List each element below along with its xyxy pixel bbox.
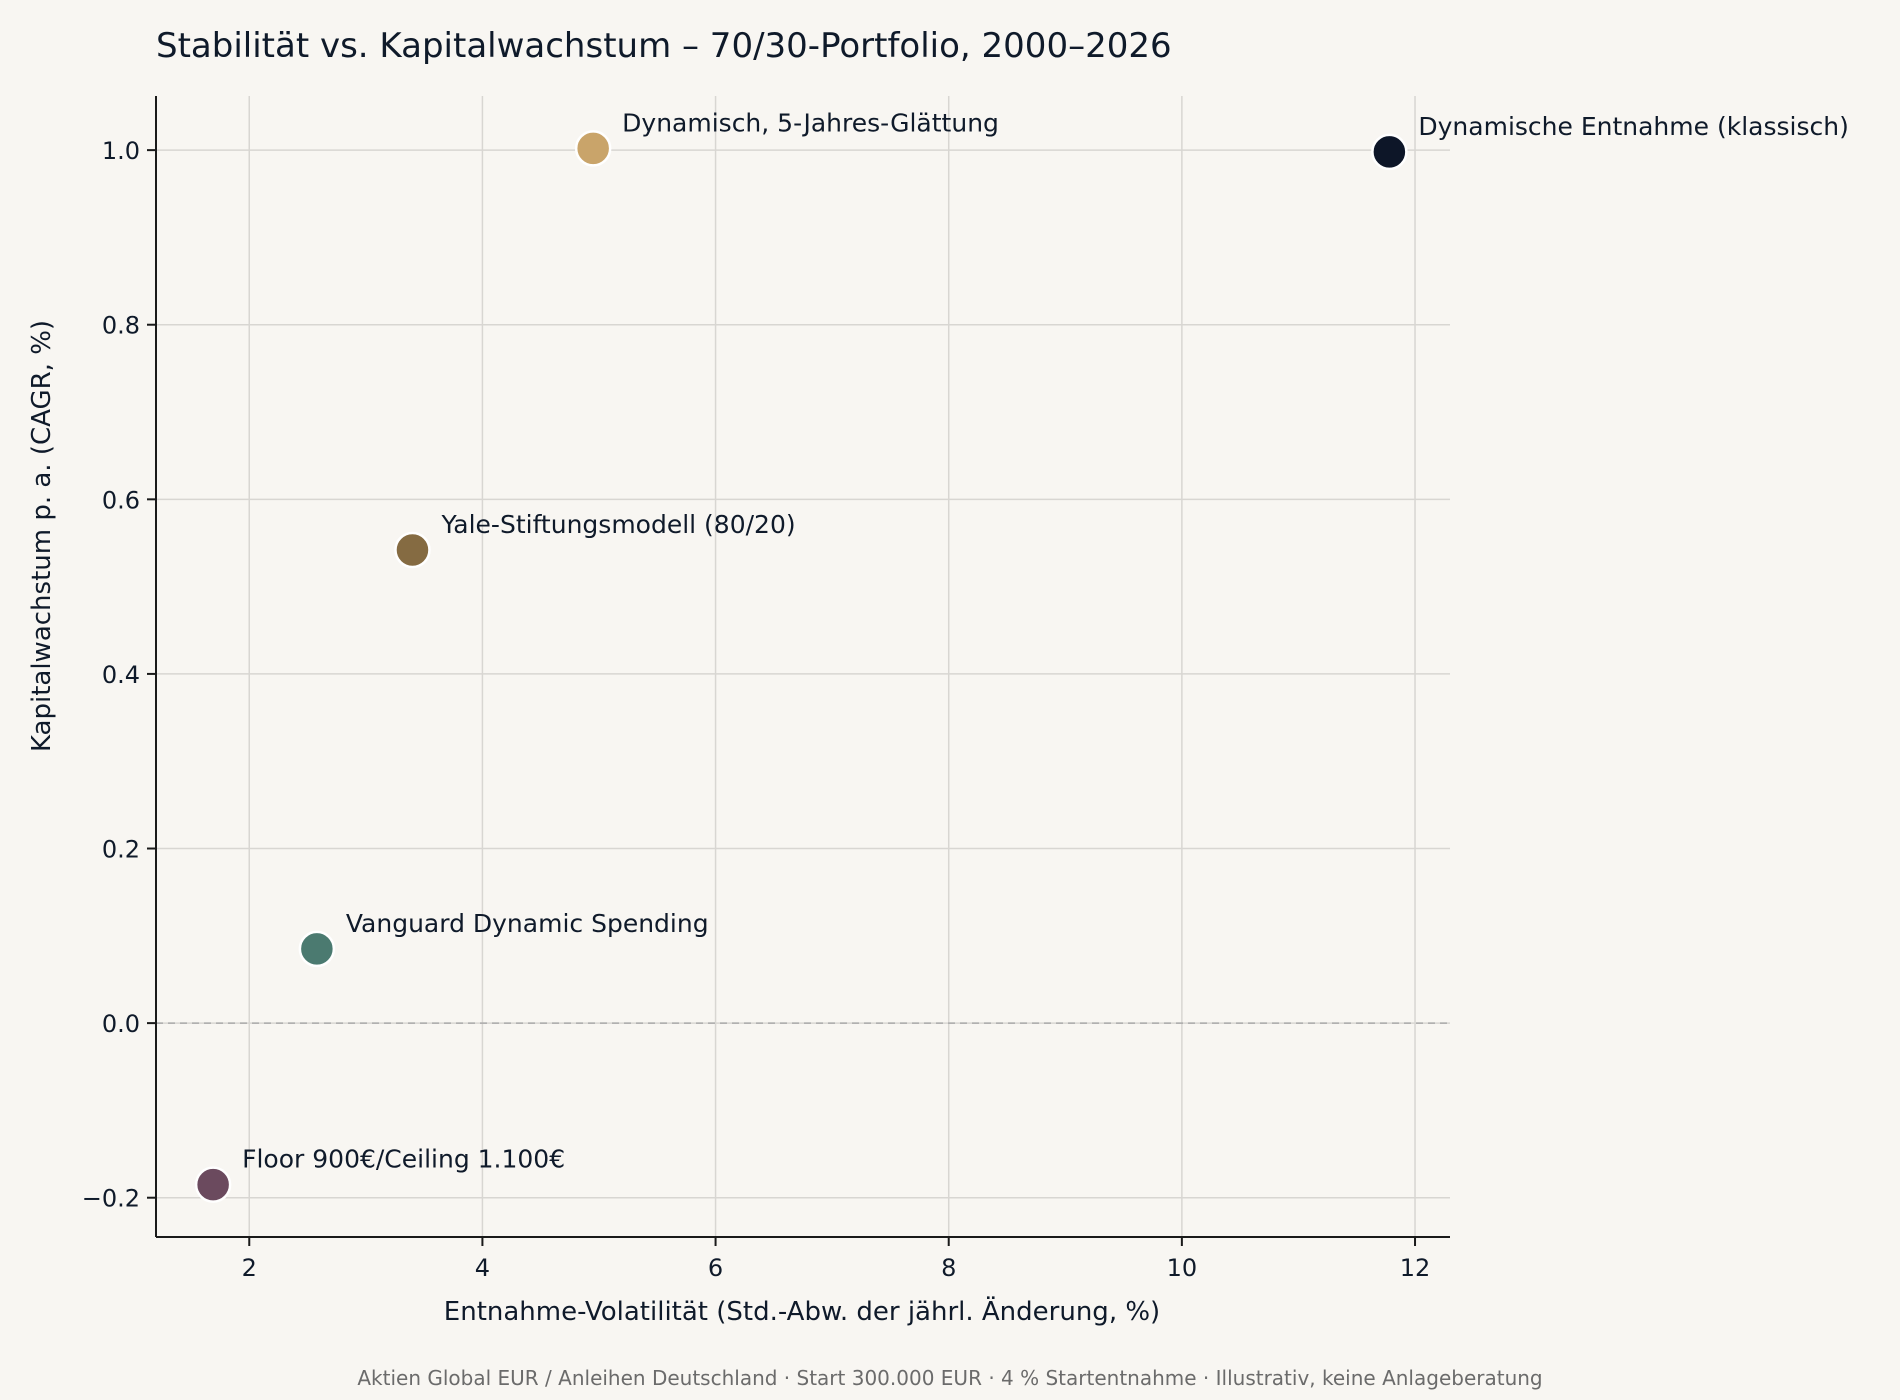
y-tick-label: 0.2: [102, 836, 140, 864]
axes: [155, 96, 1450, 1238]
grid: [156, 96, 1450, 1237]
point-label: Vanguard Dynamic Spending: [346, 909, 709, 938]
data-point: [194, 1166, 232, 1203]
y-tick-label: 1.0: [102, 137, 140, 165]
point-label: Floor 900€/Ceiling 1.100€: [242, 1145, 565, 1174]
x-tick-label: 8: [941, 1254, 956, 1282]
y-tick-label: 0.8: [102, 312, 140, 340]
data-point: [298, 930, 336, 968]
point-labels: Dynamisch, 5-Jahres-Glättung Dynamische E…: [242, 108, 1849, 1173]
chart-title: Stabilität vs. Kapitalwachstum – 70/30-P…: [156, 26, 1172, 66]
y-axis-label: Kapitalwachstum p. a. (CAGR, %): [27, 320, 57, 752]
y-tick-label: −0.2: [82, 1185, 140, 1213]
footnote: Aktien Global EUR / Anleihen Deutschland…: [357, 1366, 1542, 1390]
x-tick-label: 4: [475, 1254, 490, 1282]
data-points: [194, 130, 1408, 1203]
data-point: [394, 531, 431, 569]
point-label: Dynamisch, 5-Jahres-Glättung: [622, 108, 999, 137]
data-point: [1371, 133, 1408, 171]
y-tick-label: 0.0: [102, 1010, 140, 1038]
x-tick-label: 10: [1167, 1254, 1198, 1282]
x-tick-label: 6: [708, 1254, 723, 1282]
x-tick-label: 12: [1400, 1254, 1431, 1282]
x-axis-label: Entnahme-Volatilität (Std.-Abw. der jähr…: [444, 1295, 1160, 1327]
y-tick-label: 0.4: [102, 661, 140, 689]
point-label: Yale-Stiftungsmodell (80/20): [440, 510, 795, 539]
y-tick-label: 0.6: [102, 486, 140, 514]
ticks: 2 4 6 8 10 12 −0.2 0.0 0.2 0.4 0.6 0.8 1.0: [82, 137, 1431, 1282]
x-tick-label: 2: [242, 1254, 257, 1282]
point-label: Dynamische Entnahme (klassisch): [1418, 112, 1848, 141]
data-point: [574, 130, 612, 167]
